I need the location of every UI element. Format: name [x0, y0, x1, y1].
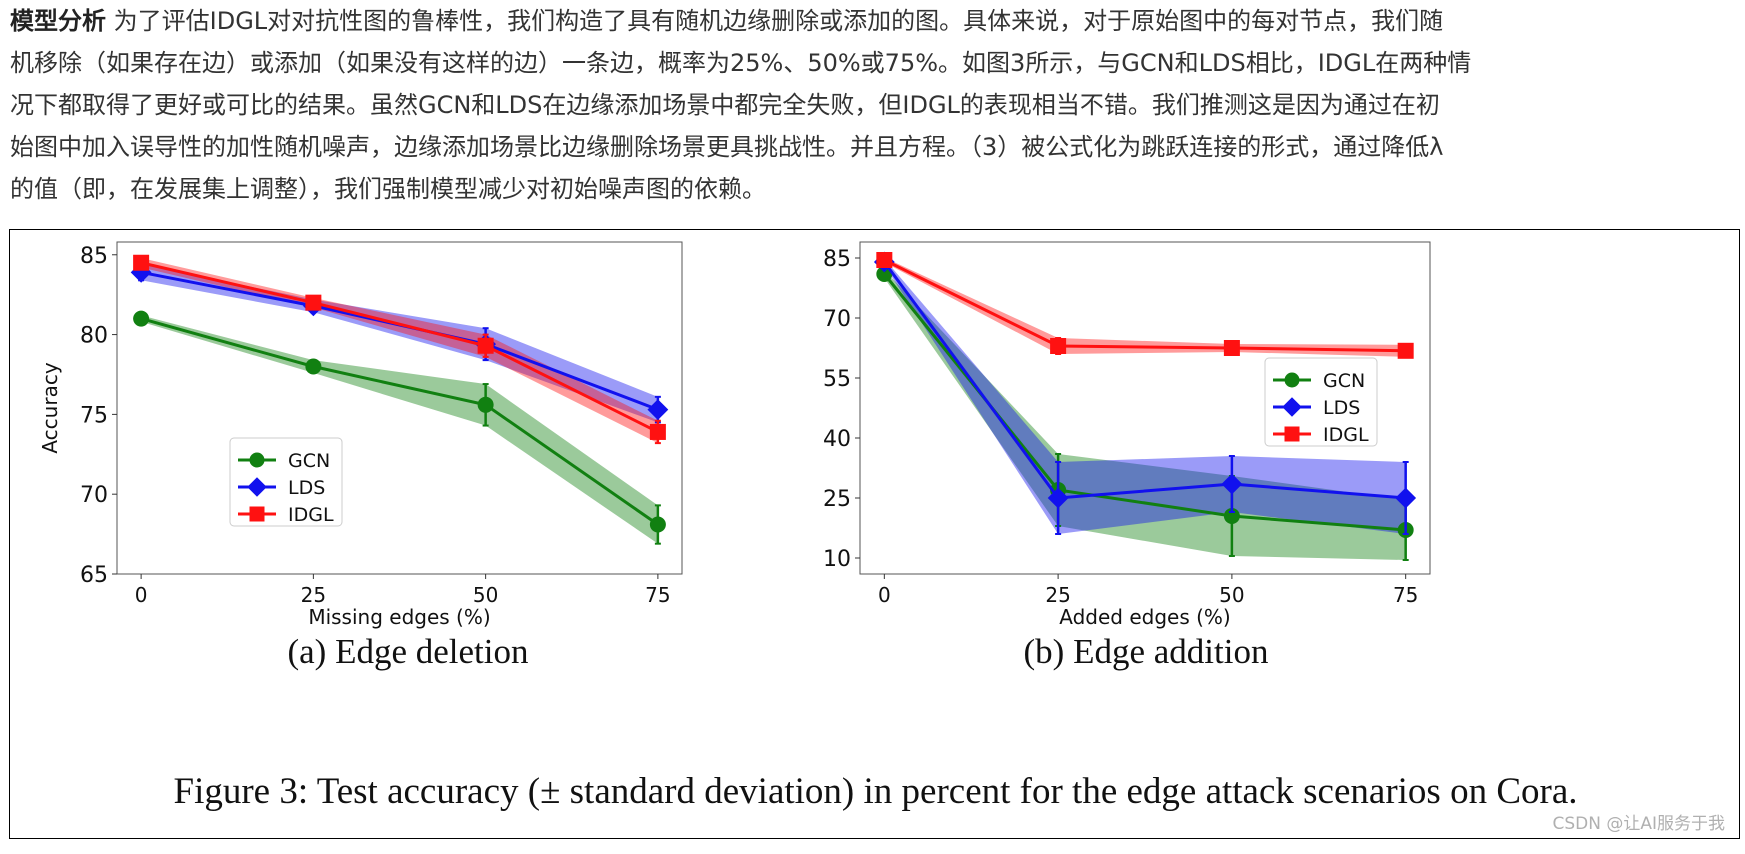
- addition-line-lds: [883, 261, 1406, 500]
- addition-legend-label-gcn: GCN: [1323, 370, 1365, 392]
- deletion-ytick-label: 70: [80, 483, 108, 508]
- addition-xtick-label: 50: [1219, 583, 1244, 607]
- deletion-band-lds: [141, 264, 658, 423]
- deletion-ytick-label: 85: [80, 244, 108, 269]
- deletion-point-gcn: [305, 358, 322, 375]
- subcaption-edge-deletion: (a) Edge deletion: [287, 632, 529, 671]
- deletion-xtick-label: 75: [645, 583, 670, 607]
- addition-xtick-label: 0: [878, 583, 891, 607]
- deletion-point-lds: [647, 399, 669, 420]
- deletion-point-idgl: [133, 254, 150, 271]
- deletion-legend-marker-gcn: [249, 452, 265, 468]
- deletion-legend-marker-lds: [247, 477, 267, 497]
- addition-point-lds: [1047, 487, 1069, 509]
- addition-x-axis-title: Added edges (%): [1059, 605, 1230, 629]
- deletion-xtick-label: 50: [473, 583, 498, 607]
- paragraph-line-5: 的值（即，在发展集上调整），我们强制模型减少对初始噪声图的依赖。: [10, 175, 766, 203]
- deletion-point-gcn: [133, 310, 150, 327]
- figure-3: 0 25 50 75 65 70 75 80 85 Missing edges (%) Accura…: [9, 229, 1740, 839]
- deletion-point-lds: [130, 261, 152, 283]
- addition-ytick-label: 10: [823, 547, 851, 572]
- deletion-y-axis-title: Accuracy: [38, 362, 62, 453]
- paragraph-line-2: 机移除（如果存在边）或添加（如果没有这样的边）一条边，概率为25%、50%或75…: [10, 49, 1472, 77]
- deletion-point-idgl: [649, 423, 666, 440]
- addition-point-gcn: [876, 266, 893, 282]
- paragraph-text-1: 为了评估IDGL对对抗性图的鲁棒性，我们构造了具有随机边缘删除或添加的图。具体来…: [113, 7, 1444, 35]
- addition-point-idgl: [876, 252, 893, 268]
- deletion-line-idgl: [140, 261, 659, 434]
- deletion-plot-area: [116, 241, 683, 575]
- watermark: CSDN @让AI服务于我: [1552, 814, 1725, 834]
- deletion-x-axis-title: Missing edges (%): [308, 605, 490, 629]
- deletion-legend-label-gcn: GCN: [288, 450, 330, 472]
- analysis-paragraph: 模型分析 为了评估IDGL对对抗性图的鲁棒性，我们构造了具有随机边缘删除或添加的…: [10, 0, 1735, 210]
- addition-legend-label-lds: LDS: [1323, 397, 1360, 419]
- addition-line-idgl: [883, 258, 1406, 353]
- addition-ytick-label: 70: [823, 307, 851, 332]
- deletion-point-idgl: [305, 294, 322, 311]
- addition-ytick-label: 85: [823, 247, 851, 272]
- subcaption-edge-addition: (b) Edge addition: [1023, 632, 1269, 671]
- addition-band-idgl: [884, 257, 1406, 357]
- addition-legend-label-idgl: IDGL: [1323, 424, 1369, 446]
- addition-point-idgl: [1050, 338, 1067, 354]
- addition-point-idgl: [1223, 340, 1240, 356]
- deletion-point-gcn: [477, 396, 494, 413]
- addition-point-gcn: [1223, 508, 1240, 524]
- addition-ytick-label: 55: [823, 367, 851, 392]
- addition-ytick-label: 25: [823, 487, 851, 512]
- addition-legend-marker-gcn: [1284, 372, 1300, 388]
- deletion-xtick-label: 25: [301, 583, 326, 607]
- addition-point-idgl: [1397, 342, 1414, 359]
- addition-xtick-label: 75: [1393, 583, 1418, 607]
- deletion-ytick-label: 80: [80, 324, 108, 349]
- deletion-xtick-label: 0: [135, 583, 148, 607]
- deletion-ytick-label: 65: [80, 563, 108, 588]
- deletion-legend-label-lds: LDS: [288, 477, 325, 499]
- deletion-point-gcn: [649, 516, 666, 533]
- paragraph-line-1: 模型分析 为了评估IDGL对对抗性图的鲁棒性，我们构造了具有随机边缘删除或添加的…: [10, 0, 1735, 42]
- deletion-point-idgl: [477, 337, 494, 354]
- deletion-legend-marker-idgl: [249, 506, 265, 522]
- deletion-band-idgl: [141, 257, 658, 444]
- paragraph-line-3: 况下都取得了更好或可比的结果。虽然GCN和LDS在边缘添加场景中都完全失败，但I…: [10, 91, 1440, 119]
- paragraph-lead: 模型分析: [10, 7, 106, 35]
- figure-caption: Figure 3: Test accuracy (± standard devi…: [173, 771, 1578, 812]
- addition-legend-marker-lds: [1282, 397, 1302, 417]
- addition-ytick-label: 40: [823, 427, 851, 452]
- deletion-line-gcn: [140, 317, 659, 526]
- paragraph-line-4: 始图中加入误导性的加性随机噪声，边缘添加场景比边缘删除场景更具挑战性。并且方程。…: [10, 133, 1444, 161]
- deletion-legend-label-idgl: IDGL: [288, 504, 334, 526]
- addition-band-lds: [884, 258, 1406, 534]
- addition-legend-marker-idgl: [1284, 426, 1300, 442]
- deletion-ytick-label: 75: [80, 403, 108, 428]
- chart-edge-deletion: 0 25 50 75 65 70 75 80 85 Missing edges (%) Accura…: [38, 241, 683, 629]
- addition-xtick-label: 25: [1045, 583, 1070, 607]
